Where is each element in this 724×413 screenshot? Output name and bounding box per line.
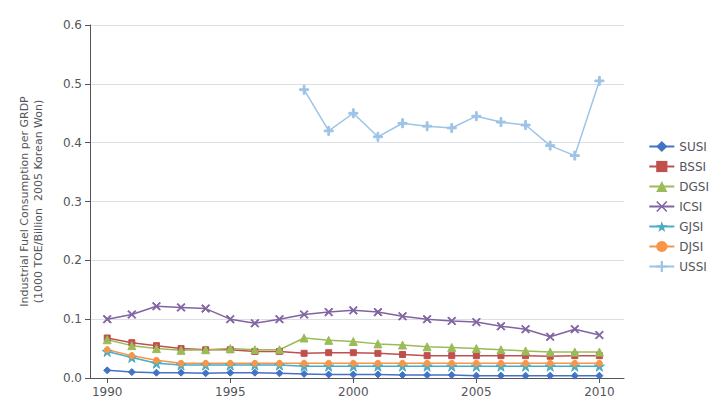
svg-text:BSSI: BSSI: [679, 160, 706, 174]
svg-text:0.1: 0.1: [63, 312, 82, 326]
svg-text:1990: 1990: [92, 385, 123, 399]
svg-text:Industrial Fuel Consumption pe: Industrial Fuel Consumption per GRDP: [18, 96, 31, 307]
svg-text:USSI: USSI: [679, 260, 707, 274]
svg-text:0.0: 0.0: [63, 371, 82, 385]
svg-text:DGSI: DGSI: [679, 180, 709, 194]
svg-text:0.3: 0.3: [63, 195, 82, 209]
svg-text:ICSI: ICSI: [679, 200, 702, 214]
svg-text:2005: 2005: [461, 385, 492, 399]
svg-text:0.2: 0.2: [63, 253, 82, 267]
svg-text:0.6: 0.6: [63, 18, 82, 32]
svg-text:2000: 2000: [338, 385, 369, 399]
svg-text:1995: 1995: [215, 385, 246, 399]
svg-text:SUSI: SUSI: [679, 140, 707, 154]
svg-text:(1000 TOE/Billion 2005 Korean: (1000 TOE/Billion 2005 Korean Won): [32, 100, 45, 304]
svg-text:2010: 2010: [584, 385, 615, 399]
svg-text:0.4: 0.4: [63, 136, 82, 150]
svg-text:DJSI: DJSI: [679, 240, 703, 254]
svg-text:0.5: 0.5: [63, 77, 82, 91]
svg-text:GJSI: GJSI: [679, 220, 703, 234]
